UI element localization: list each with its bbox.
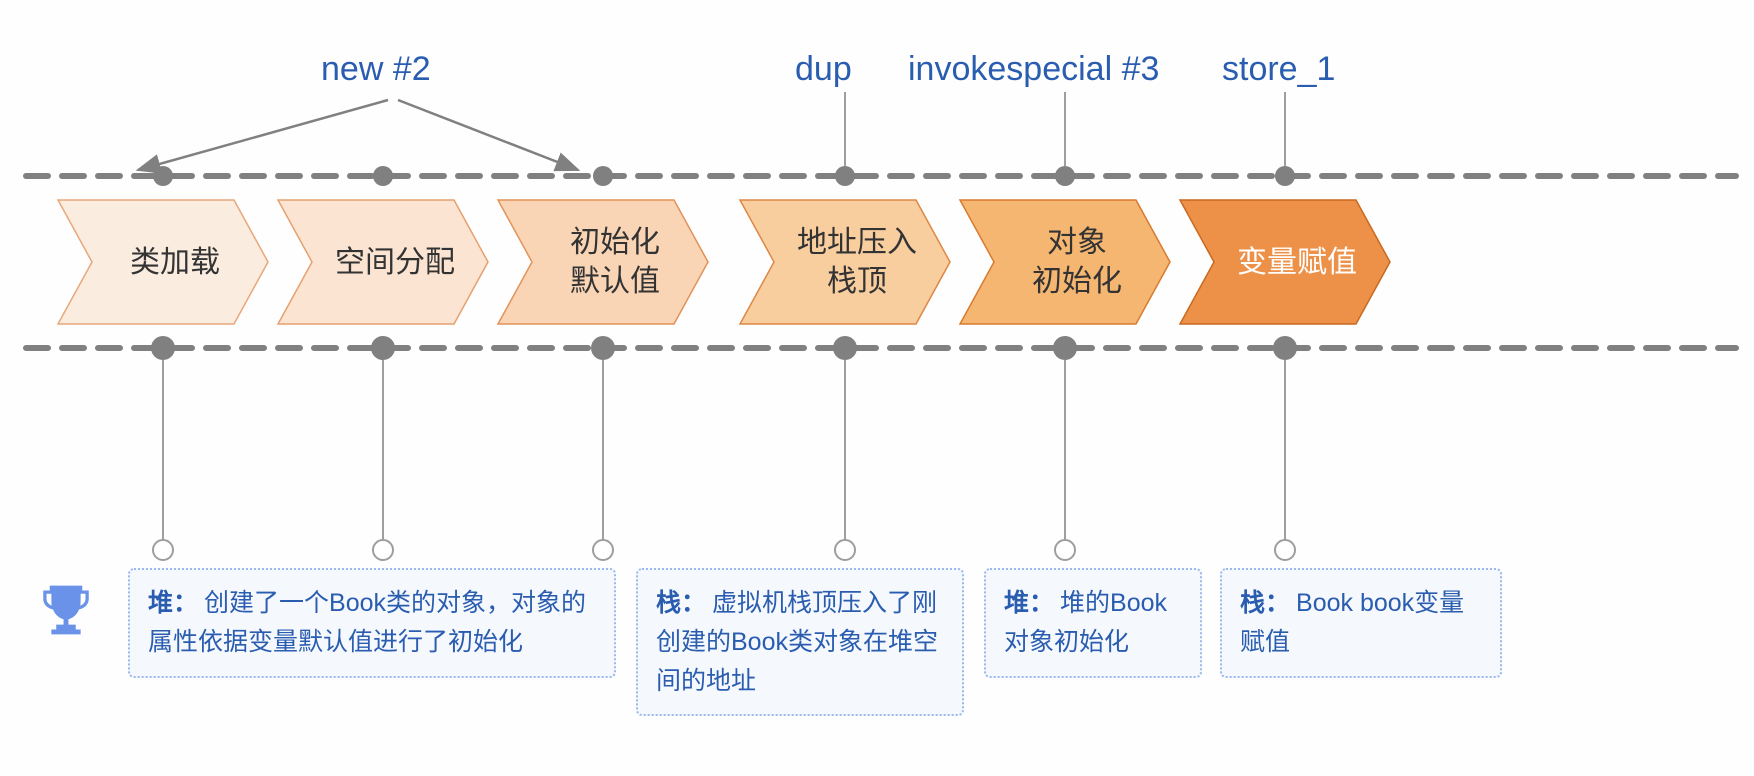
step-label-2: 初始化 默认值 <box>570 223 660 301</box>
bytecode-label-text-store1: store_1 <box>1222 50 1335 88</box>
bytecode-label-text-invokespec: invokespecial #3 <box>908 50 1159 88</box>
step-1: 空间分配 <box>312 200 488 324</box>
description-box-2: 堆：堆的Book对象初始化 <box>984 568 1202 678</box>
bytecode-label-dup: dup <box>795 50 852 89</box>
bytecode-label-store1: store_1 <box>1222 50 1335 89</box>
description-region-0: 堆： <box>148 589 198 617</box>
step-4: 对象 初始化 <box>994 200 1170 324</box>
description-region-2: 堆： <box>1004 589 1054 617</box>
description-box-0: 堆：创建了一个Book类的对象，对象的属性依据变量默认值进行了初始化 <box>128 568 616 678</box>
step-5: 变量赋值 <box>1214 200 1390 324</box>
bytecode-label-text-dup: dup <box>795 50 852 88</box>
description-text-0: 创建了一个Book类的对象，对象的属性依据变量默认值进行了初始化 <box>148 589 586 656</box>
step-0: 类加载 <box>92 200 268 324</box>
step-label-1: 空间分配 <box>335 243 455 282</box>
bytecode-label-new2: new #2 <box>321 50 431 89</box>
description-region-1: 栈： <box>656 589 706 617</box>
description-box-3: 栈：Book book变量赋值 <box>1220 568 1502 678</box>
step-3: 地址压入 栈顶 <box>774 200 950 324</box>
bytecode-label-text-new2: new #2 <box>321 50 431 88</box>
description-region-3: 栈： <box>1240 589 1290 617</box>
step-label-0: 类加载 <box>130 243 220 282</box>
step-label-5: 变量赋值 <box>1237 243 1357 282</box>
description-box-1: 栈：虚拟机栈顶压入了刚创建的Book类对象在堆空间的地址 <box>636 568 964 716</box>
trophy-icon <box>40 582 92 647</box>
step-label-3: 地址压入 栈顶 <box>797 223 917 301</box>
step-label-4: 对象 初始化 <box>1032 223 1122 301</box>
bytecode-label-invokespec: invokespecial #3 <box>908 50 1159 89</box>
step-2: 初始化 默认值 <box>532 200 708 324</box>
